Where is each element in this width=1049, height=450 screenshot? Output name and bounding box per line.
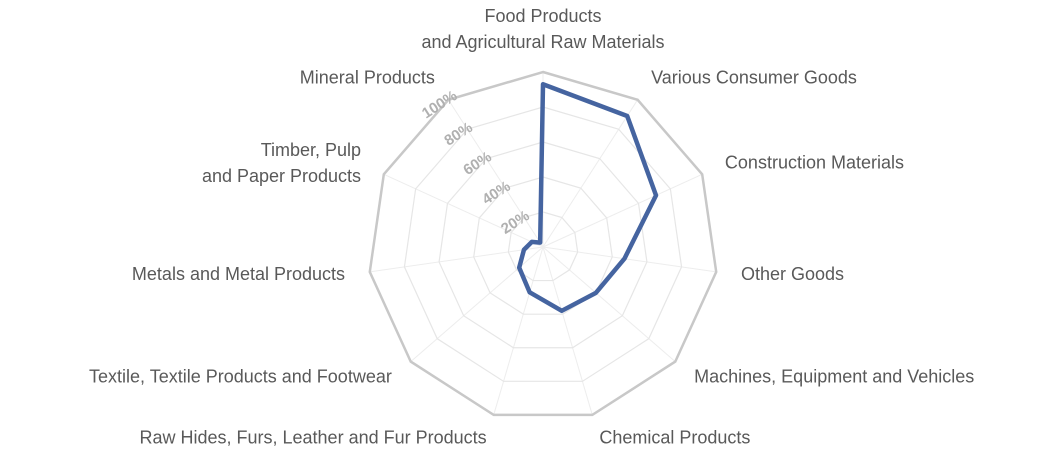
- spoke: [542, 246, 717, 273]
- category-label: Machines, Equipment and Vehicles: [694, 367, 974, 387]
- grid-ring: [368, 70, 718, 417]
- category-label: Mineral Products: [300, 67, 435, 87]
- spoke: [542, 99, 639, 248]
- category-label: Chemical Products: [599, 428, 750, 448]
- spoke: [493, 246, 544, 416]
- category-label: Construction Materials: [725, 153, 904, 173]
- grid-ring: [473, 176, 613, 315]
- r-tick-label: 100%: [419, 87, 460, 122]
- category-label: Timber, Pulp and Paper Products: [202, 140, 361, 186]
- category-label: Various Consumer Goods: [651, 67, 857, 87]
- grid-ring: [507, 211, 579, 282]
- spoke: [447, 99, 544, 248]
- spoke: [383, 173, 544, 248]
- r-tick-label: 20%: [498, 207, 532, 238]
- r-tick-label: 60%: [460, 148, 494, 179]
- data-line: [516, 82, 659, 314]
- category-label: Other Goods: [741, 264, 844, 284]
- r-tick-label: 80%: [441, 119, 475, 150]
- category-label: Raw Hides, Furs, Leather and Fur Product…: [139, 428, 486, 448]
- grid-ring: [438, 141, 648, 349]
- spoke: [369, 246, 544, 273]
- spoke: [542, 173, 703, 248]
- category-label: Food Products and Agricultural Raw Materi…: [421, 6, 664, 52]
- category-label: Textile, Textile Products and Footwear: [89, 367, 392, 387]
- category-label: Metals and Metal Products: [132, 264, 345, 284]
- spoke: [542, 246, 593, 416]
- spoke: [542, 246, 676, 362]
- grid-ring: [403, 106, 683, 382]
- r-tick-label: 40%: [479, 178, 513, 209]
